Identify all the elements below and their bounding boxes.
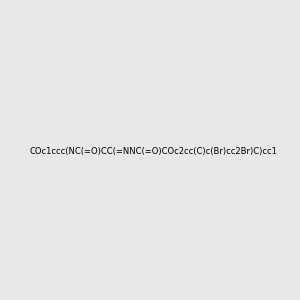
- Text: COc1ccc(NC(=O)CC(=NNC(=O)COc2cc(C)c(Br)cc2Br)C)cc1: COc1ccc(NC(=O)CC(=NNC(=O)COc2cc(C)c(Br)c…: [30, 147, 278, 156]
